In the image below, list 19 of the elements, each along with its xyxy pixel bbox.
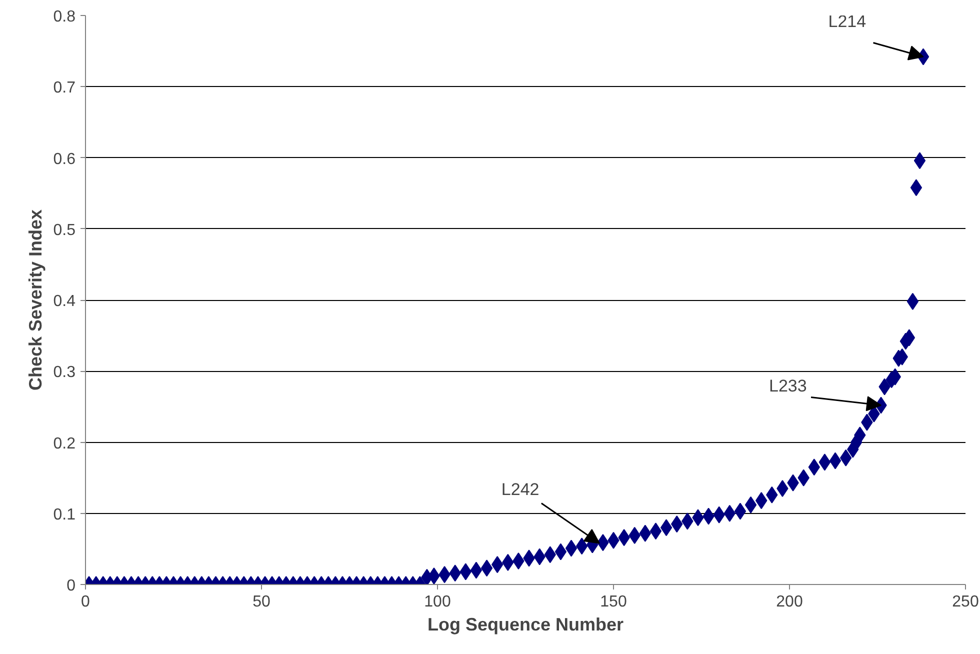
x-tick-label: 200 — [776, 594, 803, 610]
x-tick-label: 100 — [424, 594, 451, 610]
y-tick-label: 0.6 — [53, 150, 76, 168]
y-tick-label: 0 — [66, 578, 76, 594]
x-axis-title: Log Sequence Number — [427, 614, 624, 634]
x-tick-label: 50 — [252, 594, 270, 610]
y-tick-label: 0.3 — [53, 364, 76, 382]
y-tick-label: 0.8 — [53, 8, 76, 26]
y-tick-label: 0.7 — [53, 80, 76, 97]
y-tick-label: 0.2 — [53, 435, 76, 452]
annotation: L233 — [769, 376, 807, 396]
x-tick-label: 0 — [81, 594, 90, 610]
y-tick-label: 0.5 — [53, 222, 76, 239]
x-tick-label: 150 — [600, 594, 627, 610]
y-tick-label: 0.1 — [53, 506, 76, 524]
y-axis-title: Check Severity Index — [25, 209, 46, 391]
y-tick-label: 0.4 — [53, 293, 76, 310]
x-tick-label: 250 — [952, 594, 979, 610]
annotation: L242 — [501, 480, 540, 500]
